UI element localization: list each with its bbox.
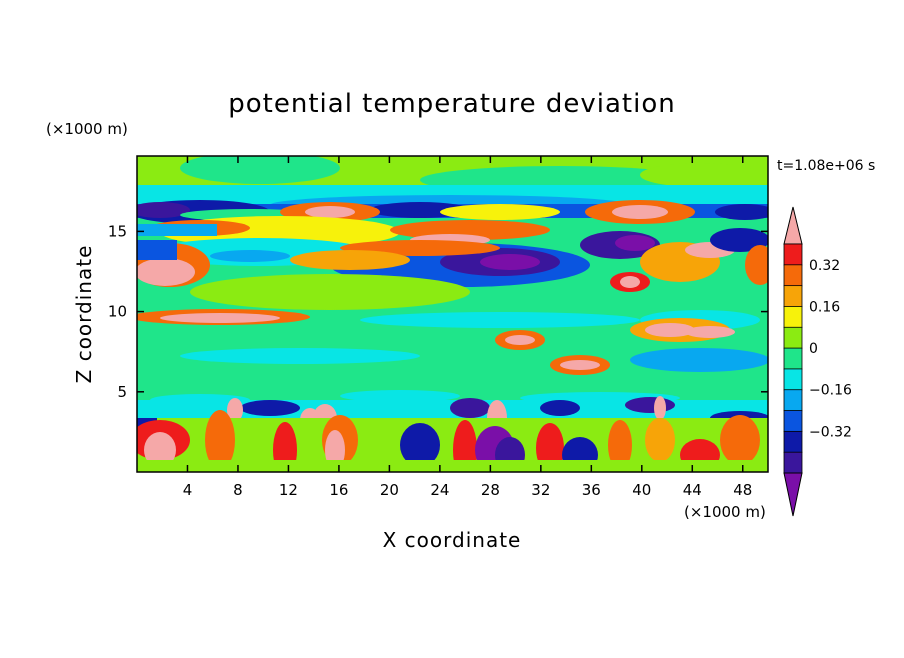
x-axis: 4 8 12 16 20 24 28 32 36 40 44 48	[183, 156, 752, 499]
y-unit-label: (×1000 m)	[46, 120, 128, 138]
x-axis-label: X coordinate	[383, 528, 522, 552]
contour-patch	[645, 418, 675, 462]
contour-patch	[137, 258, 195, 286]
x-tick-label: 48	[733, 481, 752, 499]
contour-patch	[625, 397, 675, 413]
x-tick-label: 44	[683, 481, 702, 499]
contour-patch	[608, 420, 632, 470]
contour-patch	[450, 398, 490, 418]
contour-patch	[137, 224, 217, 236]
x-tick-label: 32	[531, 481, 550, 499]
colorbar-segment	[783, 410, 803, 433]
contour-patch	[205, 410, 235, 470]
contour-patch	[137, 202, 190, 218]
colorbar-label: 0.16	[809, 299, 840, 315]
contour-patch	[453, 420, 477, 472]
contour-patch	[480, 254, 540, 270]
colorbar-segment	[783, 326, 803, 349]
contour-patch	[305, 206, 355, 218]
colorbar-label: 0	[809, 341, 818, 357]
x-unit-label: (×1000 m)	[684, 503, 766, 521]
x-tick-label: 24	[430, 481, 449, 499]
contour-patch	[630, 348, 768, 372]
contour-field	[137, 156, 768, 472]
contour-patch	[685, 326, 735, 338]
contour-patch	[720, 415, 760, 465]
contour-patch	[710, 228, 768, 252]
contour-patch	[137, 460, 768, 472]
contour-patch	[615, 235, 655, 251]
contour-patch	[654, 396, 666, 420]
contour-patch	[240, 400, 300, 416]
x-tick-label: 36	[582, 481, 601, 499]
contour-patch	[273, 422, 297, 472]
colorbar-segment	[783, 306, 803, 328]
contour-patch	[505, 335, 535, 345]
contour-patch	[360, 312, 640, 328]
contour-patch	[612, 205, 668, 219]
colorbar-segment	[783, 451, 803, 474]
colorbar-label: 0.32	[809, 258, 840, 274]
colorbar-segment	[783, 430, 803, 453]
colorbar-segment	[783, 264, 803, 287]
x-tick-label: 12	[279, 481, 298, 499]
colorbar-top-arrow	[783, 206, 803, 245]
colorbar-bottom-arrow	[783, 472, 803, 517]
contour-patch	[536, 423, 564, 472]
x-tick-label: 40	[632, 481, 651, 499]
contour-patch	[745, 245, 768, 285]
y-tick-label: 5	[117, 383, 127, 401]
x-tick-label: 28	[481, 481, 500, 499]
y-tick-label: 10	[108, 303, 127, 321]
contour-patch	[210, 250, 290, 262]
y-tick-label: 15	[108, 222, 127, 240]
contour-patch	[645, 323, 695, 337]
contour-patch	[137, 240, 177, 260]
plot-frame	[136, 155, 769, 473]
contour-patch	[440, 204, 560, 220]
contour-patch	[540, 400, 580, 416]
contour-patch	[400, 423, 440, 467]
contour-patch	[640, 163, 760, 187]
chart-title: potential temperature deviation	[228, 89, 675, 119]
contour-patch	[180, 348, 420, 364]
y-axis-label: Z coordinate	[72, 245, 96, 384]
colorbar-segment	[783, 347, 803, 370]
contour-patch	[560, 360, 600, 370]
contour-patch	[620, 276, 640, 288]
contour-patch	[144, 432, 176, 468]
time-label: t=1.08e+06 s	[777, 158, 875, 174]
contour-patch	[715, 204, 768, 220]
colorbar-segment	[783, 285, 803, 308]
contour-patch	[290, 250, 410, 270]
colorbar-label: −0.16	[809, 383, 852, 399]
x-tick-label: 4	[183, 481, 193, 499]
colorbar-segment	[783, 243, 803, 266]
contour-patch	[227, 398, 243, 422]
colorbar-segment	[783, 368, 803, 391]
x-tick-label: 16	[329, 481, 348, 499]
contour-patch	[160, 313, 280, 323]
contour-patch	[180, 156, 340, 184]
x-tick-label: 20	[380, 481, 399, 499]
colorbar-segment	[783, 389, 803, 412]
y-axis: 5 10 15	[108, 222, 768, 401]
contour-patch	[340, 390, 460, 402]
colorbar: 0.32 0.16 0 −0.16 −0.32	[783, 206, 852, 517]
colorbar-label: −0.32	[809, 424, 852, 440]
x-tick-label: 8	[233, 481, 243, 499]
contour-patch	[190, 274, 470, 310]
